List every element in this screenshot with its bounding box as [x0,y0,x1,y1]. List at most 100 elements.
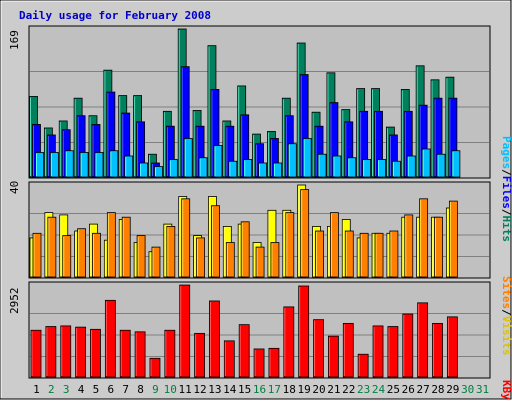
x-tick-label-5: 5 [93,383,100,396]
bar-pages-day-27-body [421,148,431,178]
x-tick-label-11: 11 [179,383,192,396]
bar-sites-day-5 [92,232,101,278]
bar-kbytes-day-3-body [60,325,72,378]
bar-pages-day-11-body [183,138,193,178]
bar-sites-day-5-body [92,232,101,278]
bar-kbytes-day-26 [402,313,414,378]
x-tick-label-19: 19 [297,383,310,396]
x-tick-label-29: 29 [446,383,459,396]
bar-sites-day-21-body [330,212,339,278]
bar-sites-day-25-body [389,230,399,278]
bar-kbytes-day-8-body [134,331,146,378]
bar-kbytes-day-27-body [417,302,429,378]
bar-kbytes-day-16 [253,348,265,378]
bar-kbytes-day-21-body [328,335,339,378]
bar-sites-day-27 [419,198,429,278]
bar-sites-day-2 [47,216,57,278]
bar-kbytes-day-22 [342,322,354,378]
bar-sites-day-19-body [300,189,310,278]
y-max-label-hits: 169 [8,30,21,50]
bar-kbytes-day-7-body [119,329,131,378]
bar-sites-day-17-body [270,242,280,278]
x-tick-label-12: 12 [193,383,206,396]
bar-sites-day-19 [300,189,310,278]
bar-sites-day-14 [225,242,235,278]
bar-pages-day-18 [287,143,297,178]
bar-sites-day-23 [359,232,369,278]
bar-kbytes-day-9 [149,357,161,378]
bar-kbytes-day-22-body [342,322,354,378]
legend-hits-files-pages: Pages/Files/Hits [500,136,512,242]
legend-sep-2: / [500,209,512,216]
x-tick-label-4: 4 [78,383,85,396]
x-tick-label-2: 2 [48,383,55,396]
bar-kbytes-day-2-body [45,326,57,378]
bar-kbytes-day-13 [209,300,220,378]
bar-pages-day-7-body [124,155,134,178]
bar-kbytes-day-27 [417,302,429,378]
x-tick-label-31: 31 [476,383,489,396]
bar-sites-day-11-body [181,198,191,278]
bar-pages-day-22-body [347,157,357,178]
x-tick-label-18: 18 [283,383,296,396]
bar-pages-day-6-body [109,150,119,178]
bar-sites-day-4-body [77,228,87,278]
bar-kbytes-day-24 [372,325,384,378]
x-tick-label-3: 3 [63,383,70,396]
bar-kbytes-day-21 [328,335,339,378]
y-axis-labels: 169 40 2952 [8,30,21,314]
bar-kbytes-day-28 [432,322,443,378]
bar-sites-day-9 [151,246,161,278]
bar-sites-day-14-body [225,242,235,278]
bar-kbytes-day-29 [446,316,458,378]
bar-pages-day-8-body [139,162,148,178]
bar-pages-day-23 [362,159,372,178]
bar-kbytes-day-19 [298,285,310,378]
bar-sites-day-4 [77,228,87,278]
bar-pages-day-16 [258,162,267,178]
bar-sites-day-10 [166,225,176,278]
bar-pages-day-15 [243,159,253,178]
legend-sep-1: / [500,169,512,176]
bar-kbytes-day-19-body [298,285,310,378]
bar-pages-day-7 [124,155,134,178]
bar-pages-day-29-body [451,150,461,178]
bar-pages-day-14 [228,160,238,178]
legend-kbytes-label: KBytes [500,380,512,400]
x-tick-label-7: 7 [122,383,129,396]
bar-kbytes-day-6-body [104,299,116,378]
bar-kbytes-day-17 [268,347,280,378]
chart-title: Daily usage for February 2008 [19,9,211,22]
bar-sites-day-3 [62,235,72,278]
bar-pages-day-10-body [168,159,178,178]
bar-pages-day-2 [49,152,59,178]
bar-sites-day-11 [181,198,191,278]
bar-pages-day-28 [436,153,446,178]
x-tick-label-14: 14 [223,383,237,396]
bar-pages-day-2-body [49,152,59,178]
bar-sites-day-2-body [47,216,57,278]
bar-pages-day-16-body [258,162,267,178]
bar-kbytes-day-5 [90,328,101,378]
bar-kbytes-day-13-body [209,300,220,378]
bar-sites-day-8 [136,235,146,278]
bar-kbytes-day-14-body [223,340,235,378]
bar-sites-day-28 [434,216,443,278]
bar-sites-day-26 [404,214,414,278]
bar-sites-day-7-body [121,216,131,278]
legend-visits: Visits [500,316,512,356]
bar-pages-day-9 [154,166,163,178]
bar-sites-day-22-body [344,230,354,278]
bar-pages-day-17-body [273,162,282,178]
bar-sites-day-21 [330,212,339,278]
bar-pages-day-20-body [317,153,327,178]
bar-sites-day-26-body [404,214,414,278]
x-tick-label-13: 13 [208,383,221,396]
bar-sites-day-12 [196,237,205,278]
bar-sites-day-10-body [166,225,176,278]
bar-pages-day-3-body [64,150,74,178]
bar-sites-day-15 [240,221,250,278]
x-tick-label-27: 27 [416,383,429,396]
x-tick-label-17: 17 [268,383,281,396]
bar-pages-day-24 [377,159,386,178]
